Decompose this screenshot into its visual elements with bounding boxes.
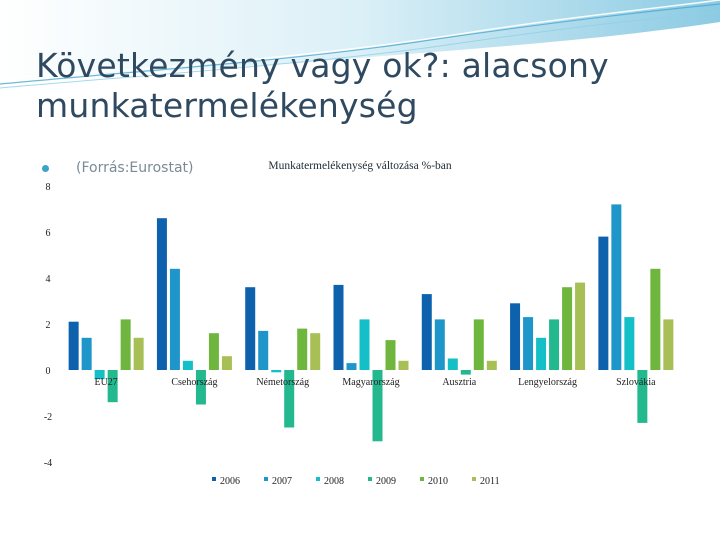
bar — [182, 360, 193, 370]
y-tick-label: 0 — [46, 366, 51, 377]
legend-label: 2011 — [480, 476, 500, 487]
bar — [310, 333, 321, 370]
bar — [650, 268, 661, 370]
bar — [460, 370, 471, 375]
bar — [208, 333, 219, 370]
bar — [562, 287, 573, 370]
slide-title: Következmény vagy ok?: alacsony munkater… — [36, 46, 609, 125]
legend-swatch — [316, 477, 320, 481]
category-label: Németország — [256, 377, 309, 388]
category-label: Magyarország — [342, 377, 399, 388]
legend-swatch — [368, 477, 372, 481]
bar — [611, 204, 622, 370]
bar — [523, 317, 534, 370]
bar — [297, 328, 308, 370]
bar — [510, 303, 521, 370]
bar — [575, 282, 586, 370]
legend: 2006 2007 2008 2009 2010 2011 — [212, 476, 500, 487]
y-tick-label: 4 — [46, 274, 51, 285]
bar — [385, 340, 396, 370]
legend-label: 2007 — [272, 476, 292, 487]
bar — [271, 370, 282, 373]
bar — [473, 319, 484, 370]
legend-label: 2008 — [324, 476, 344, 487]
bar — [421, 294, 432, 370]
bar — [624, 317, 635, 370]
bar — [536, 337, 547, 370]
y-tick-label: 2 — [46, 320, 51, 331]
header-wave-decoration — [0, 0, 720, 89]
legend-swatch — [472, 477, 476, 481]
bar — [333, 284, 344, 370]
bar — [107, 370, 118, 403]
bar — [68, 321, 79, 370]
bar — [245, 287, 256, 370]
axes-group: 8 6 4 2 0 -2 -4 EU27 Csehország Németország Magyar… — [44, 182, 656, 469]
category-label: EU27 — [94, 377, 117, 388]
y-tick-label: 8 — [46, 182, 51, 193]
bar — [434, 319, 445, 370]
chart-title: Munkatermelékenység változása %-ban — [268, 160, 452, 172]
bar — [94, 370, 105, 380]
category-label: Lengyelország — [518, 377, 577, 388]
legend-label: 2009 — [376, 476, 396, 487]
source-note: (Forrás:Eurostat) — [76, 160, 194, 176]
bar — [372, 370, 383, 442]
bullet-icon — [42, 165, 49, 172]
bar — [447, 358, 458, 370]
legend-swatch — [420, 477, 424, 481]
category-label: Csehország — [171, 377, 217, 388]
bar — [398, 360, 409, 370]
bar — [486, 360, 497, 370]
bar — [120, 319, 131, 370]
legend-swatch — [264, 477, 268, 481]
bar — [598, 236, 609, 370]
bar — [637, 370, 648, 423]
y-tick-label: -4 — [44, 458, 52, 469]
bar — [221, 356, 232, 370]
bar — [549, 319, 560, 370]
y-tick-label: 6 — [46, 228, 51, 239]
category-label: Ausztria — [442, 377, 476, 388]
legend-swatch — [212, 477, 216, 481]
bars-group — [68, 204, 674, 442]
bar — [156, 218, 167, 370]
y-tick-label: -2 — [44, 412, 52, 423]
bar — [284, 370, 295, 428]
bar — [258, 330, 269, 370]
category-label: Szlovákia — [616, 377, 656, 388]
bar — [133, 337, 144, 370]
legend-label: 2006 — [220, 476, 240, 487]
bar — [359, 319, 370, 370]
bar — [195, 370, 206, 405]
bar — [81, 337, 92, 370]
bar — [663, 319, 674, 370]
legend-label: 2010 — [428, 476, 448, 487]
bar — [346, 363, 357, 370]
bar — [169, 268, 180, 370]
